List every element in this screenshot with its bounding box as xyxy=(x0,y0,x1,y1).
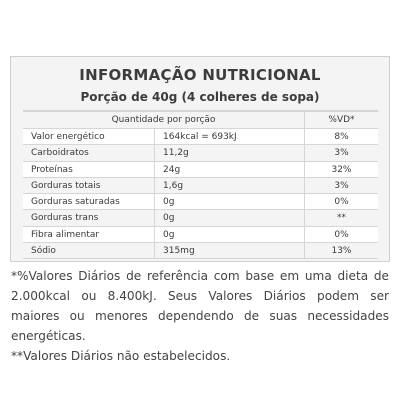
nutrient-amount: 0g xyxy=(155,210,305,227)
footnotes: *%Valores Diários de referência com base… xyxy=(11,266,389,366)
nutrient-dv: 8% xyxy=(305,129,378,146)
nutrient-dv: ** xyxy=(305,210,378,227)
dv-header: %VD* xyxy=(305,111,378,129)
nutrient-amount: 0g xyxy=(155,226,305,244)
table-row: Carboidratos 11,2g 3% xyxy=(23,145,378,162)
nutrient-amount: 0g xyxy=(155,194,305,211)
nutrient-name: Sódio xyxy=(23,243,155,260)
nutrient-dv: 13% xyxy=(305,243,378,260)
nutrient-dv: 0% xyxy=(305,227,378,244)
nutrient-dv: 32% xyxy=(305,162,378,178)
nutrient-name: Fibra alimentar xyxy=(23,226,155,244)
table-header-row: Quantidade por porção %VD* xyxy=(23,110,378,129)
nutrient-name: Gorduras totais xyxy=(23,177,155,195)
nutrient-name: Proteínas xyxy=(23,161,155,178)
table-row: Gorduras saturadas 0g 0% xyxy=(23,194,378,211)
nutrient-name: Valor energético xyxy=(23,129,155,146)
nutrient-dv: 3% xyxy=(305,145,378,162)
nutrient-amount: 1,6g xyxy=(155,177,305,195)
portion-header: Quantidade por porção xyxy=(23,111,305,129)
table-row: Proteínas 24g 32% xyxy=(23,161,378,178)
label-title: INFORMAÇÃO NUTRICIONAL xyxy=(79,66,321,84)
nutrient-amount: 24g xyxy=(155,161,305,178)
serving-size: Porção de 40g (4 colheres de sopa) xyxy=(80,90,320,104)
table-row: Gorduras totais 1,6g 3% xyxy=(23,177,378,195)
table-row: Gorduras trans 0g ** xyxy=(23,210,378,227)
footnote-not-established: **Valores Diários não estabelecidos. xyxy=(11,349,231,363)
table-row: Sódio 315mg 13% xyxy=(23,243,378,260)
nutrition-table: Quantidade por porção %VD* Valor energét… xyxy=(23,110,378,260)
nutrient-name: Gorduras saturadas xyxy=(23,194,155,211)
footnote-daily-values: *%Valores Diários de referência com base… xyxy=(11,269,389,343)
nutrient-amount: 315mg xyxy=(155,243,305,260)
nutrition-facts-panel: INFORMAÇÃO NUTRICIONAL Porção de 40g (4 … xyxy=(10,56,390,262)
nutrient-amount: 164kcal = 693kJ xyxy=(155,129,305,146)
nutrient-name: Carboidratos xyxy=(23,145,155,162)
nutrient-dv: 0% xyxy=(305,194,378,211)
nutrient-amount: 11,2g xyxy=(155,145,305,162)
nutrient-name: Gorduras trans xyxy=(23,210,155,227)
nutrient-dv: 3% xyxy=(305,178,378,195)
table-row: Valor energético 164kcal = 693kJ 8% xyxy=(23,129,378,146)
table-row: Fibra alimentar 0g 0% xyxy=(23,226,378,244)
